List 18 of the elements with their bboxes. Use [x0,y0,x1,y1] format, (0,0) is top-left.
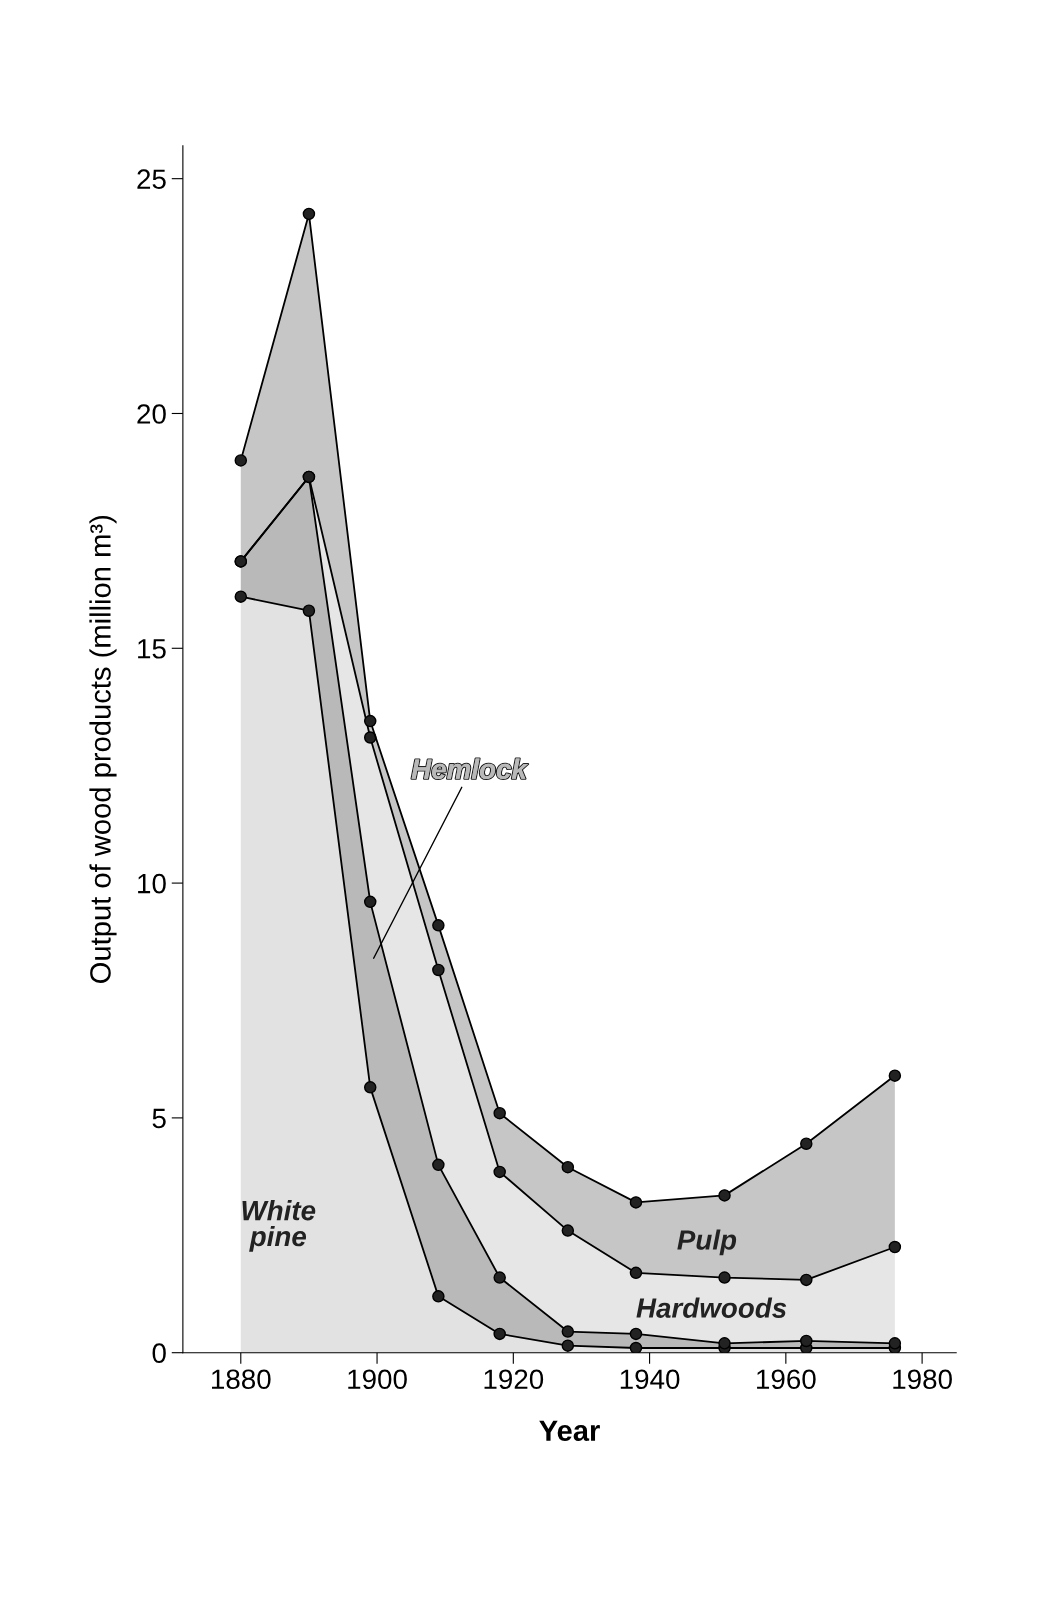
y-tick-label: 0 [152,1343,166,1364]
y-tick-label: 25 [137,169,166,190]
series-label: White pine [242,1200,316,1252]
x-tick-label: 1960 [757,1369,816,1390]
x-axis-title: Year [539,1420,600,1441]
x-tick-label: 1940 [620,1369,680,1390]
y-axis-title: Output of wood products (million m³) [89,516,117,983]
x-tick-label: 1980 [893,1369,952,1390]
y-tick-label: 5 [152,1108,166,1129]
y-tick-label: 15 [138,639,166,659]
x-tick-label: 1920 [484,1369,544,1390]
series-label: Pulp [677,1229,737,1256]
series-label: Hardwoods [636,1297,787,1318]
y-tick-label: 10 [138,873,166,894]
x-tick-label: 1900 [348,1369,407,1390]
y-tick-label: 20 [137,404,166,424]
x-tick-label: 1880 [212,1369,271,1390]
text: Hemlock [411,758,529,779]
